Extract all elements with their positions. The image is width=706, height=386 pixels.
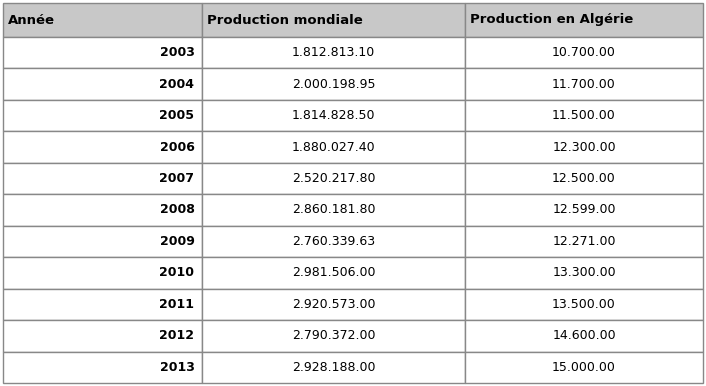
Text: 2.760.339.63: 2.760.339.63 [292,235,376,248]
Bar [3,68,203,100]
Text: 12.599.00: 12.599.00 [552,203,616,217]
Text: 2.920.573.00: 2.920.573.00 [292,298,376,311]
Bar [3,320,203,352]
Bar [465,163,703,194]
Text: 13.300.00: 13.300.00 [552,266,616,279]
Text: Année: Année [8,14,55,27]
Bar [3,163,203,194]
Bar [465,352,703,383]
Bar [203,257,465,289]
Text: 2005: 2005 [160,109,194,122]
Text: 2.928.188.00: 2.928.188.00 [292,361,376,374]
Bar [465,3,703,37]
Text: 2006: 2006 [160,141,194,154]
Bar [203,289,465,320]
Bar [203,68,465,100]
Bar [203,226,465,257]
Bar [3,257,203,289]
Text: 2004: 2004 [160,78,194,91]
Text: 2003: 2003 [160,46,194,59]
Text: 2012: 2012 [160,329,194,342]
Text: 2007: 2007 [160,172,194,185]
Bar [3,226,203,257]
Text: 12.500.00: 12.500.00 [552,172,616,185]
Text: 2.520.217.80: 2.520.217.80 [292,172,376,185]
Text: 11.700.00: 11.700.00 [552,78,616,91]
Bar [3,3,203,37]
Bar [465,289,703,320]
Bar [465,257,703,289]
Text: Production mondiale: Production mondiale [208,14,364,27]
Bar [203,3,465,37]
Bar [203,352,465,383]
Bar [203,37,465,68]
Text: 11.500.00: 11.500.00 [552,109,616,122]
Bar [203,163,465,194]
Text: Production en Algérie: Production en Algérie [470,14,633,27]
Text: 2010: 2010 [160,266,194,279]
Text: 1.814.828.50: 1.814.828.50 [292,109,376,122]
Bar [465,320,703,352]
Bar [465,131,703,163]
Bar [3,289,203,320]
Bar [203,131,465,163]
Bar [465,37,703,68]
Text: 12.300.00: 12.300.00 [552,141,616,154]
Bar [203,100,465,131]
Text: 1.812.813.10: 1.812.813.10 [292,46,376,59]
Bar [465,68,703,100]
Text: 2.790.372.00: 2.790.372.00 [292,329,376,342]
Bar [3,100,203,131]
Text: 15.000.00: 15.000.00 [552,361,616,374]
Bar [3,194,203,226]
Text: 14.600.00: 14.600.00 [552,329,616,342]
Bar [465,194,703,226]
Bar [3,352,203,383]
Text: 2011: 2011 [160,298,194,311]
Text: 2009: 2009 [160,235,194,248]
Bar [465,226,703,257]
Bar [203,194,465,226]
Text: 10.700.00: 10.700.00 [552,46,616,59]
Text: 2.860.181.80: 2.860.181.80 [292,203,376,217]
Bar [3,37,203,68]
Text: 2013: 2013 [160,361,194,374]
Text: 2.981.506.00: 2.981.506.00 [292,266,376,279]
Text: 13.500.00: 13.500.00 [552,298,616,311]
Bar [203,320,465,352]
Text: 2008: 2008 [160,203,194,217]
Text: 2.000.198.95: 2.000.198.95 [292,78,376,91]
Text: 12.271.00: 12.271.00 [552,235,616,248]
Text: 1.880.027.40: 1.880.027.40 [292,141,376,154]
Bar [3,131,203,163]
Bar [465,100,703,131]
